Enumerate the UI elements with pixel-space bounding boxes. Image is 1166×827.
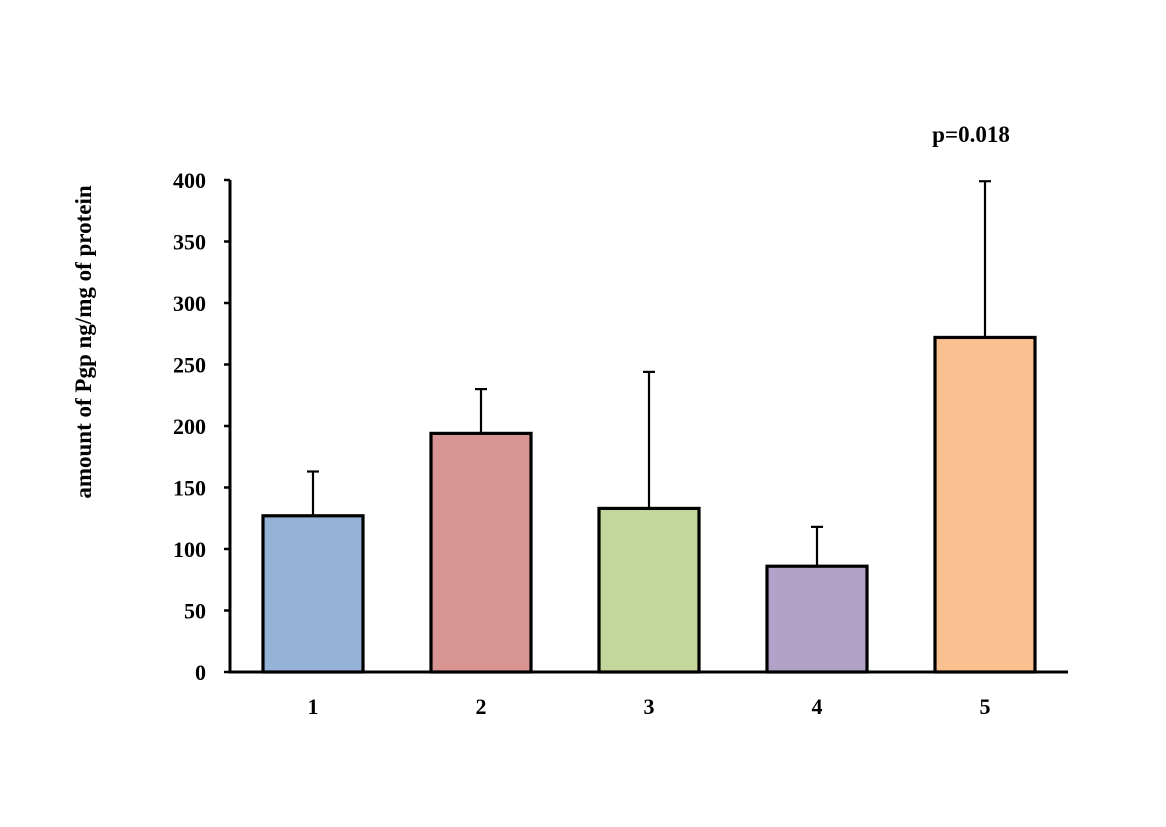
- y-tick-label-50: 50: [184, 599, 206, 624]
- y-tick-label-350: 350: [173, 230, 206, 255]
- y-tick-label-0: 0: [195, 660, 206, 685]
- bar-5: [933, 335, 1037, 674]
- bar-2: [429, 431, 533, 674]
- y-tick-label-200: 200: [173, 414, 206, 439]
- x-tick-label-1: 1: [308, 694, 319, 719]
- x-tick-label-4: 4: [812, 694, 823, 719]
- x-tick-label-3: 3: [644, 694, 655, 719]
- bar-3: [597, 506, 701, 674]
- p-value-annotation: p=0.018: [932, 122, 1010, 147]
- y-tick-label-250: 250: [173, 353, 206, 378]
- bar-1: [261, 514, 365, 674]
- y-tick-label-400: 400: [173, 168, 206, 193]
- y-tick-label-100: 100: [173, 537, 206, 562]
- y-tick-label-300: 300: [173, 291, 206, 316]
- y-tick-label-150: 150: [173, 476, 206, 501]
- x-tick-label-2: 2: [476, 694, 487, 719]
- x-tick-label-5: 5: [980, 694, 991, 719]
- bars-group: [261, 180, 1037, 674]
- y-axis-label: amount of Pgp ng/mg of protein: [71, 185, 96, 498]
- axes-group: [224, 178, 1068, 674]
- bar-4: [765, 564, 869, 674]
